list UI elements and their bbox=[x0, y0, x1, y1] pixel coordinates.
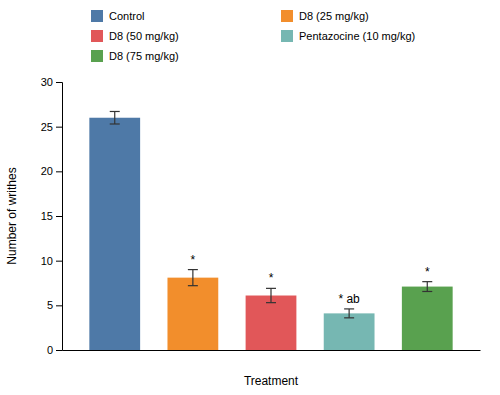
error-bar-stem bbox=[192, 270, 193, 286]
y-tick-label: 15 bbox=[41, 210, 53, 222]
error-bar bbox=[188, 270, 198, 286]
x-axis-title: Treatment bbox=[244, 374, 299, 388]
legend-label: Control bbox=[109, 10, 144, 22]
y-tick-mark bbox=[56, 82, 62, 83]
y-tick: 10 bbox=[41, 255, 62, 267]
y-tick-mark bbox=[56, 127, 62, 128]
legend-item: Pentazocine (10 mg/kg) bbox=[281, 30, 415, 42]
y-tick-label: 0 bbox=[47, 344, 53, 356]
legend-swatch bbox=[281, 10, 293, 22]
error-bar-stem bbox=[114, 111, 115, 124]
legend-label: D8 (25 mg/kg) bbox=[299, 10, 369, 22]
x-axis bbox=[63, 350, 481, 351]
y-tick-mark bbox=[56, 171, 62, 172]
y-axis: 0 5 10 15 20 25 30 bbox=[41, 76, 63, 356]
legend-item: D8 (75 mg/kg) bbox=[91, 50, 179, 62]
legend-swatch bbox=[281, 30, 293, 42]
bar bbox=[167, 278, 218, 350]
annotation: * bbox=[269, 271, 274, 285]
error-bar-cap bbox=[188, 285, 198, 286]
annotation: * bbox=[425, 265, 430, 279]
y-tick: 20 bbox=[41, 165, 62, 177]
legend-label: D8 (50 mg/kg) bbox=[109, 30, 179, 42]
error-bar-cap bbox=[110, 123, 120, 124]
legend-item: D8 (50 mg/kg) bbox=[91, 30, 179, 42]
error-bar-stem bbox=[427, 282, 428, 292]
y-tick: 15 bbox=[41, 210, 62, 222]
legend-label: Pentazocine (10 mg/kg) bbox=[299, 30, 415, 42]
y-tick: 25 bbox=[41, 121, 62, 133]
error-bar bbox=[266, 288, 276, 302]
y-tick-mark bbox=[56, 305, 62, 306]
annotations: * * * ab * bbox=[191, 253, 430, 306]
y-tick-label: 25 bbox=[41, 121, 53, 133]
legend-item: D8 (25 mg/kg) bbox=[281, 10, 369, 22]
y-tick: 30 bbox=[41, 76, 62, 88]
y-axis-line bbox=[56, 83, 63, 351]
legend-label: D8 (75 mg/kg) bbox=[109, 50, 179, 62]
error-bar-cap bbox=[422, 281, 432, 282]
bar bbox=[89, 118, 140, 350]
y-tick-label: 10 bbox=[41, 255, 53, 267]
error-bar-cap bbox=[344, 308, 354, 309]
y-tick-label: 30 bbox=[41, 76, 53, 88]
error-bar-stem bbox=[349, 309, 350, 318]
legend-swatch bbox=[91, 50, 103, 62]
y-tick-mark bbox=[56, 261, 62, 262]
plot-area: 0 5 10 15 20 25 30 * * * ab * bbox=[41, 76, 481, 356]
legend-swatch bbox=[91, 30, 103, 42]
bar bbox=[324, 313, 375, 350]
y-tick-mark bbox=[56, 216, 62, 217]
error-bar bbox=[422, 282, 432, 292]
y-tick: 0 bbox=[47, 344, 62, 356]
error-bar-cap bbox=[188, 269, 198, 270]
x-axis-line bbox=[63, 350, 481, 351]
chart: 0 5 10 15 20 25 30 * * * ab * Treatment Number of wr… bbox=[0, 0, 500, 395]
bar bbox=[246, 296, 297, 350]
annotation: * ab bbox=[338, 292, 360, 306]
marks bbox=[89, 111, 452, 350]
error-bar-cap bbox=[266, 288, 276, 289]
legend-item: Control bbox=[91, 10, 144, 22]
error-bar-cap bbox=[110, 111, 120, 112]
error-bar bbox=[344, 309, 354, 318]
legend-swatch bbox=[91, 10, 103, 22]
error-bar-stem bbox=[270, 288, 271, 302]
y-tick-mark bbox=[56, 350, 62, 351]
annotation: * bbox=[191, 253, 196, 267]
y-axis-title: Number of writhes bbox=[5, 167, 19, 264]
error-bar bbox=[110, 111, 120, 124]
error-bar-cap bbox=[344, 317, 354, 318]
y-tick-label: 5 bbox=[47, 299, 53, 311]
y-tick-label: 20 bbox=[41, 165, 53, 177]
error-bar-cap bbox=[266, 302, 276, 303]
bar bbox=[402, 287, 453, 350]
error-bar-cap bbox=[422, 291, 432, 292]
legend: Control D8 (25 mg/kg) D8 (50 mg/kg) Pentazo… bbox=[91, 10, 415, 62]
y-tick: 5 bbox=[47, 299, 62, 311]
